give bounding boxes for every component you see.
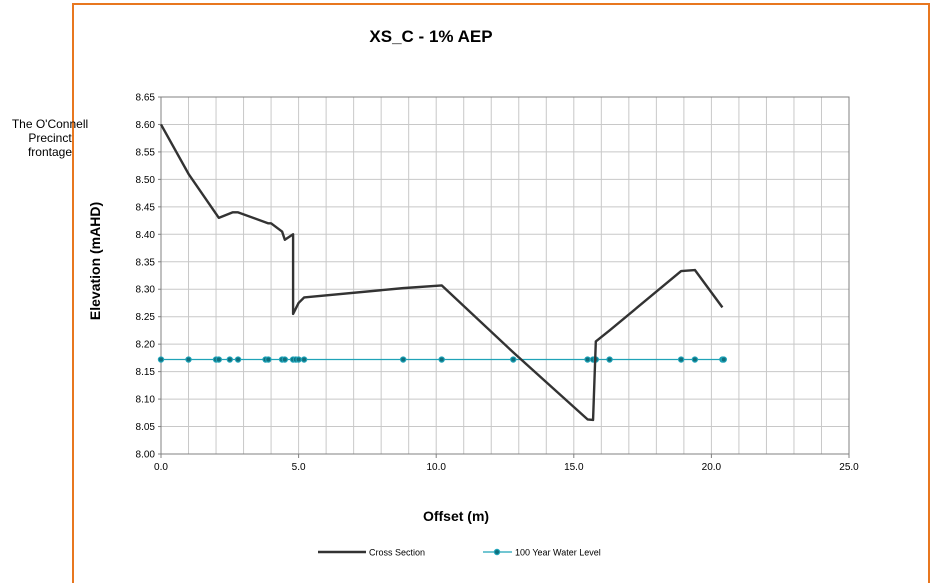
y-tick-label: 8.55 bbox=[136, 147, 156, 158]
water-level-point bbox=[265, 356, 272, 363]
y-tick-label: 8.30 bbox=[136, 285, 156, 296]
water-level-point bbox=[438, 356, 445, 363]
plot-area-border bbox=[160, 96, 850, 455]
y-axis-label: Elevation (mAHD) bbox=[87, 202, 103, 320]
y-tick-label: 8.40 bbox=[136, 230, 156, 241]
y-tick-label: 8.15 bbox=[136, 367, 156, 378]
water-level-point bbox=[584, 356, 591, 363]
water-level-point bbox=[185, 356, 192, 363]
water-level-point bbox=[300, 356, 308, 363]
water-level-point bbox=[720, 356, 727, 363]
y-tick-label: 8.05 bbox=[136, 422, 156, 433]
y-tick-label: 8.65 bbox=[136, 93, 156, 104]
x-tick-label: 25.0 bbox=[839, 462, 859, 473]
x-tick-label: 20.0 bbox=[702, 462, 722, 473]
water-level-point bbox=[234, 356, 242, 363]
annotation-line-2: Precinct bbox=[28, 131, 72, 145]
y-tick-label: 8.45 bbox=[136, 202, 156, 213]
y-tick-label: 8.00 bbox=[136, 450, 156, 461]
water-level-point bbox=[510, 356, 517, 363]
annotation-line-3: frontage bbox=[27, 145, 73, 159]
x-axis-label: Offset (m) bbox=[423, 508, 489, 524]
x-tick-label: 5.0 bbox=[292, 462, 306, 473]
y-tick-label: 8.50 bbox=[136, 175, 156, 186]
cross-section-line bbox=[159, 123, 724, 422]
y-tick-label: 8.10 bbox=[136, 395, 156, 406]
series-layer bbox=[157, 123, 727, 422]
y-tick-label: 8.60 bbox=[136, 120, 156, 131]
water-level-point bbox=[215, 356, 222, 363]
water-level-point bbox=[691, 356, 699, 363]
chart-legend: Cross Section 100 Year Water Level bbox=[318, 548, 601, 558]
chart-title: XS_C - 1% AEP bbox=[369, 27, 492, 46]
y-tick-label: 8.20 bbox=[136, 340, 156, 351]
cross-section-chart: XS_C - 1% AEP 8.008.058.108.158.208.258.… bbox=[87, 27, 859, 558]
water-level-point bbox=[281, 356, 289, 363]
water-level-point bbox=[295, 356, 302, 363]
chart-frame bbox=[72, 3, 930, 583]
water-level-point bbox=[677, 356, 685, 363]
y-tick-label: 8.25 bbox=[136, 312, 156, 323]
x-tick-label: 0.0 bbox=[154, 462, 168, 473]
annotation-line-1: The O'Connell bbox=[11, 117, 89, 131]
frontage-annotation: The O'Connell Precinct frontage bbox=[0, 117, 100, 159]
water-level-point bbox=[399, 356, 407, 363]
y-tick-label: 8.35 bbox=[136, 257, 156, 268]
x-axis-ticks: 0.0 5.0 10.0 15.0 20.0 25.0 bbox=[154, 454, 859, 473]
water-level-point bbox=[606, 356, 613, 363]
legend-label-water-level: 100 Year Water Level bbox=[515, 548, 601, 558]
x-tick-label: 10.0 bbox=[426, 462, 446, 473]
water-level-point bbox=[157, 356, 165, 363]
y-axis-ticks: 8.00 8.05 8.10 8.15 8.20 8.25 8.30 8.35 8.40 8.45… bbox=[136, 93, 161, 461]
legend-label-cross-section: Cross Section bbox=[369, 548, 425, 558]
x-tick-label: 15.0 bbox=[564, 462, 584, 473]
legend-marker-water-level bbox=[493, 548, 501, 556]
water-level-point bbox=[226, 356, 233, 363]
grid-lines bbox=[161, 96, 849, 455]
